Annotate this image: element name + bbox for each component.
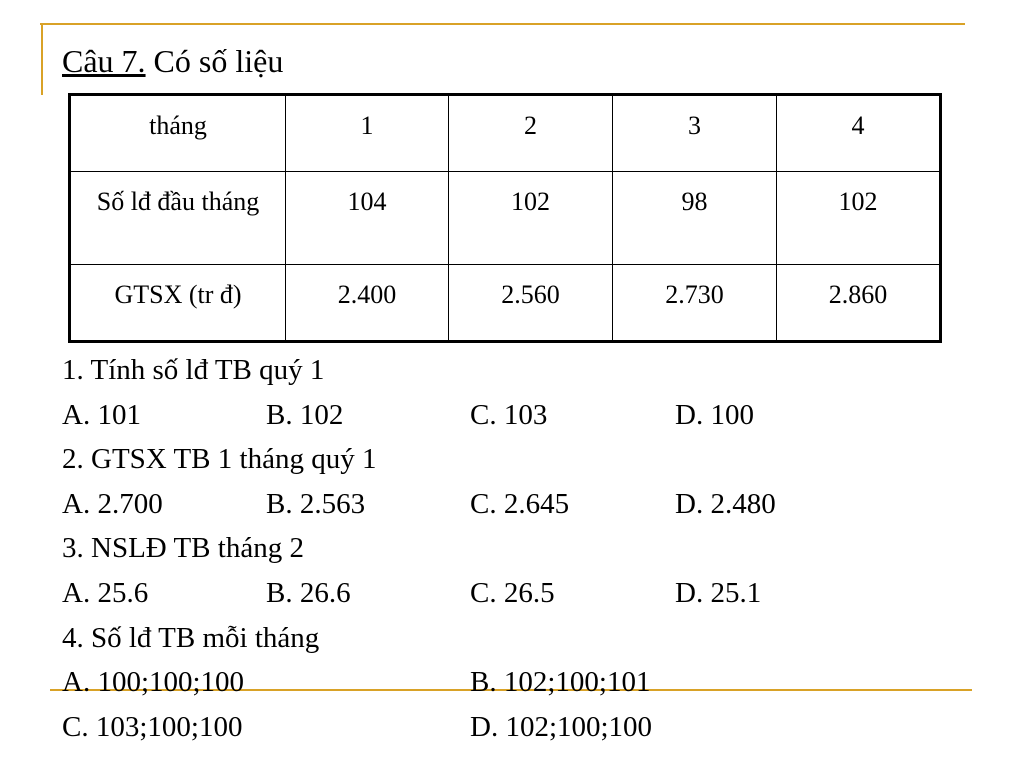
option: A. 100;100;100 <box>62 666 245 699</box>
question-text: 3. NSLĐ TB tháng 2 <box>62 532 304 565</box>
option: D. 25.1 <box>675 577 762 609</box>
question-text: 2. GTSX TB 1 tháng quý 1 <box>62 443 377 476</box>
option: B. 102 <box>266 398 344 431</box>
table-cell: Số lđ đầu tháng <box>69 171 286 265</box>
option: A. 2.700 <box>62 487 163 520</box>
title-text: Có số liệu <box>153 43 284 79</box>
top-rule <box>40 23 965 25</box>
title: Câu 7. Có số liệu <box>62 44 283 78</box>
table-cell: 2.400 <box>285 264 449 342</box>
option: D. 100 <box>675 398 754 431</box>
table-cell: 2.860 <box>776 264 941 342</box>
option: A. 101 <box>62 398 141 431</box>
option: A. 25.6 <box>62 577 149 609</box>
table-cell: 102 <box>776 171 941 265</box>
side-rule <box>41 23 43 95</box>
data-table: tháng 1 2 3 4 Số lđ đầu tháng 104 102 98 102 GTSX … <box>68 93 942 343</box>
table-cell: tháng <box>69 94 286 172</box>
option: B. 2.563 <box>266 487 366 520</box>
option: B. 102;100;101 <box>470 666 651 699</box>
table-cell: 98 <box>612 171 777 265</box>
table-cell: 3 <box>612 94 777 172</box>
table-row: Số lđ đầu tháng 104 102 98 102 <box>69 171 941 265</box>
table-cell: 104 <box>285 171 449 265</box>
option: C. 103 <box>470 398 548 431</box>
table-row: GTSX (tr đ) 2.400 2.560 2.730 2.860 <box>69 264 941 342</box>
table-cell: 2.730 <box>612 264 777 342</box>
table-cell: 102 <box>448 171 613 265</box>
table-cell: 2.560 <box>448 264 613 342</box>
option: B. 26.6 <box>266 577 351 609</box>
question-text: 4. Số lđ TB mỗi tháng <box>62 621 320 654</box>
table-row: tháng 1 2 3 4 <box>69 94 941 172</box>
option: C. 26.5 <box>470 577 555 609</box>
option: D. 102;100;100 <box>470 710 653 743</box>
question-text: 1. Tính số lđ TB quý 1 <box>62 354 325 386</box>
option: C. 103;100;100 <box>62 710 243 743</box>
option: C. 2.645 <box>470 487 570 520</box>
table-cell: 4 <box>776 94 941 172</box>
title-label: Câu 7. <box>62 43 146 79</box>
table-cell: GTSX (tr đ) <box>69 264 286 342</box>
table-cell: 1 <box>285 94 449 172</box>
bottom-rule <box>50 689 972 691</box>
table-cell: 2 <box>448 94 613 172</box>
option: D. 2.480 <box>675 487 776 520</box>
